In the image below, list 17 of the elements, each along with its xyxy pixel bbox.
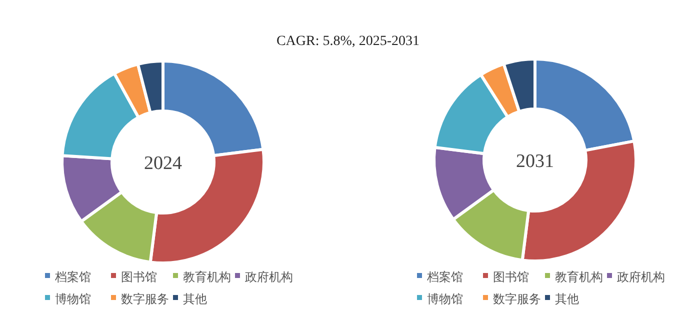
text: 2031 (516, 151, 554, 172)
legend-label: 数字服务 (121, 292, 169, 306)
legend-label: 政府机构 (245, 270, 293, 284)
legend-label: 数字服务 (493, 292, 541, 306)
legend-label: 博物馆 (55, 292, 91, 306)
legend-label: 档案馆 (426, 270, 463, 284)
legend-label: 图书馆 (493, 270, 529, 284)
text: 2024 (144, 153, 182, 174)
legend-label: 其他 (555, 292, 579, 306)
legend-label: 其他 (183, 292, 207, 306)
legend-label: 图书馆 (121, 270, 157, 284)
legend-label: 教育机构 (183, 270, 231, 284)
legend-label: 教育机构 (555, 270, 603, 284)
text: CAGR: 5.8%, 2025-2031 (276, 34, 420, 49)
legend-label: 博物馆 (427, 292, 463, 306)
legend-label: 政府机构 (617, 270, 665, 284)
legend-label: 档案馆 (54, 270, 91, 284)
